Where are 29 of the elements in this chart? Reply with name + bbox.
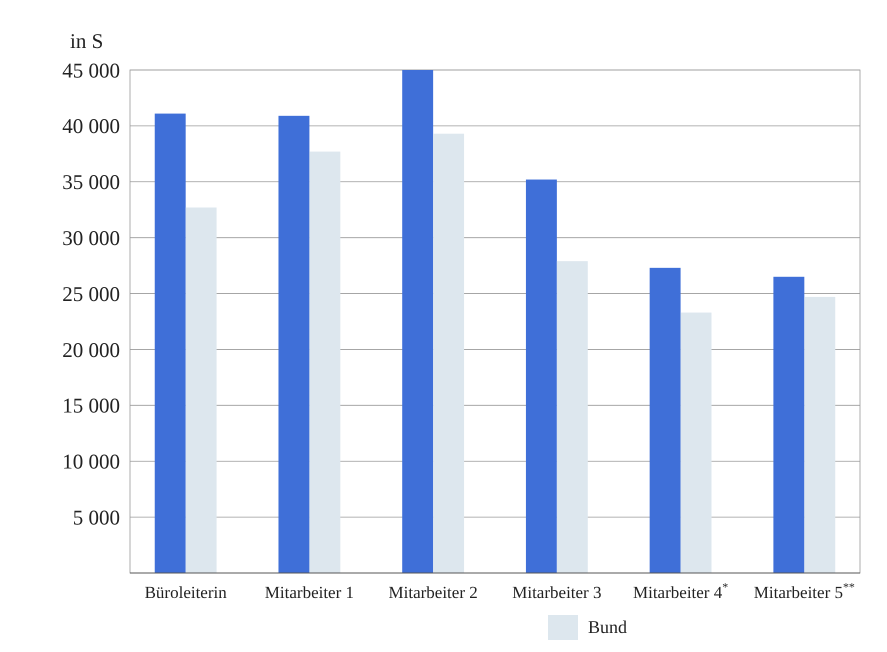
bar: [556, 261, 588, 573]
x-tick-label: Mitarbeiter 5$^{**}$: [754, 580, 855, 602]
bar: [309, 152, 340, 573]
bar: [433, 134, 464, 573]
y-axis-title: in S: [70, 29, 104, 53]
y-tick-label: 15 000: [62, 394, 120, 418]
x-tick-label: Mitarbeiter 1: [264, 583, 354, 602]
x-tick-label: Büroleiterin: [144, 583, 228, 602]
bar: [526, 180, 557, 573]
bar: [154, 114, 186, 573]
bar: [402, 70, 434, 573]
y-tick-label: 25 000: [62, 282, 120, 306]
bar: [278, 116, 310, 573]
y-tick-label: 5 000: [72, 505, 120, 530]
y-tick-label: 10 000: [62, 450, 120, 474]
y-tick-label: 20 000: [62, 338, 120, 362]
bar: [680, 312, 712, 573]
y-tick-label: 35 000: [62, 170, 120, 194]
x-tick-label: Mitarbeiter 3: [512, 583, 602, 602]
y-tick-label: 45 000: [62, 58, 120, 82]
y-tick-label: 30 000: [62, 226, 120, 250]
y-tick-label: 40 000: [62, 114, 120, 138]
bar: [804, 296, 836, 573]
legend-label: Bund: [588, 617, 628, 637]
bar: [186, 207, 217, 573]
bar: [650, 268, 681, 573]
x-tick-label: Mitarbeiter 4$^{*}$: [633, 580, 728, 602]
bar: [773, 276, 804, 573]
x-tick-label: Mitarbeiter 2: [388, 583, 478, 602]
